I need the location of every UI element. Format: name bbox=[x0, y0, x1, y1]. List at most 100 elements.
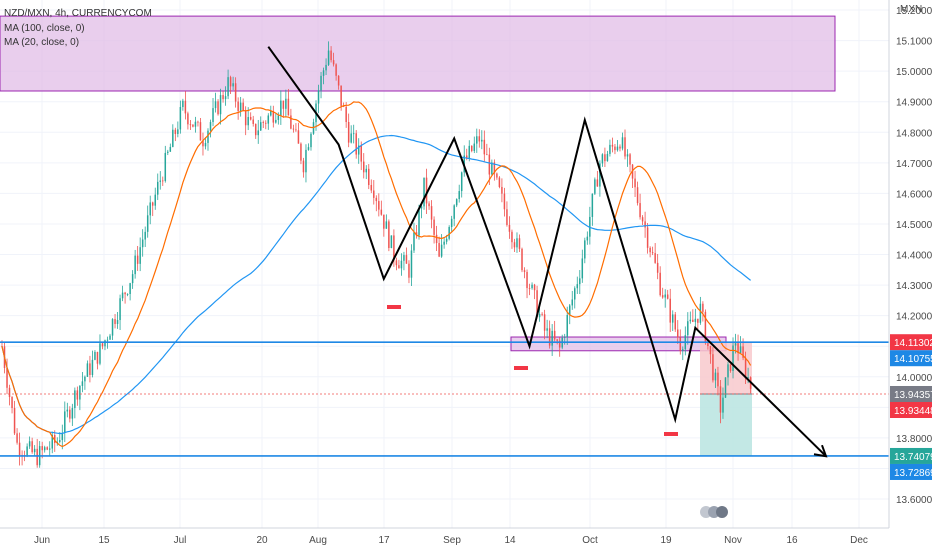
candle-body bbox=[242, 102, 244, 111]
time-tick-label: 20 bbox=[256, 535, 268, 546]
candle-body bbox=[373, 190, 375, 198]
candle-body bbox=[433, 219, 435, 235]
candle-body bbox=[6, 367, 8, 388]
arrow-head bbox=[813, 444, 828, 458]
candle-body bbox=[249, 117, 252, 120]
candle-body bbox=[164, 152, 167, 181]
candle-body bbox=[440, 244, 443, 257]
candle-body bbox=[219, 95, 222, 115]
candle-body bbox=[325, 64, 327, 71]
candle-body bbox=[121, 292, 124, 299]
candle-body bbox=[493, 162, 496, 174]
candle-body bbox=[699, 303, 702, 323]
candle-body bbox=[629, 154, 631, 165]
candle-body bbox=[621, 137, 624, 149]
candle-body bbox=[538, 313, 541, 318]
price-tick-label: 14.30000 bbox=[896, 281, 932, 292]
candle-body bbox=[574, 288, 576, 300]
candle-body bbox=[541, 313, 543, 315]
candle-body bbox=[498, 177, 501, 187]
candle-body bbox=[94, 351, 96, 360]
candle-body bbox=[84, 376, 86, 382]
candle-body bbox=[332, 60, 335, 65]
candle-body bbox=[96, 351, 99, 364]
candle-body bbox=[66, 409, 69, 412]
candle-body bbox=[156, 181, 159, 195]
candle-body bbox=[327, 50, 330, 65]
candle-body bbox=[616, 146, 619, 151]
candle-body bbox=[747, 377, 749, 379]
candle-body bbox=[267, 115, 270, 124]
ma100-legend[interactable]: MA (100, close, 0) bbox=[4, 23, 85, 34]
candle-body bbox=[405, 255, 408, 264]
candle-body bbox=[714, 372, 717, 381]
price-badge bbox=[890, 334, 932, 351]
candle-body bbox=[425, 177, 428, 204]
event-icons[interactable] bbox=[700, 506, 728, 518]
candle-body bbox=[488, 154, 491, 175]
candle-body bbox=[124, 292, 126, 295]
price-tick-label: 14.20000 bbox=[896, 312, 932, 323]
symbol-title: NZD/MXN, 4h, CURRENCYCOM bbox=[4, 8, 152, 19]
candle-body bbox=[355, 133, 357, 155]
candle-body bbox=[345, 106, 347, 123]
price-badge bbox=[890, 385, 932, 402]
price-tick-label: 14.00000 bbox=[896, 373, 932, 384]
candle-body bbox=[639, 203, 641, 218]
candle-body bbox=[76, 390, 79, 400]
candle-body bbox=[604, 154, 606, 162]
candle-body bbox=[481, 139, 483, 142]
candle-body bbox=[297, 130, 300, 144]
candle-body bbox=[664, 294, 666, 298]
candle-body bbox=[712, 354, 714, 381]
candle-body bbox=[169, 146, 172, 152]
candle-body bbox=[566, 314, 568, 338]
candle-body bbox=[717, 372, 719, 387]
price-tick-label: 14.90000 bbox=[896, 98, 932, 109]
candle-body bbox=[704, 311, 707, 344]
time-tick-label: 15 bbox=[98, 535, 110, 546]
candle-body bbox=[591, 193, 594, 217]
price-badges: 14.11302 14.10755 13.94357 13.93448 13.74079… bbox=[890, 334, 932, 480]
candle-body bbox=[473, 143, 476, 151]
candle-body bbox=[378, 201, 380, 210]
candle-body bbox=[202, 140, 204, 147]
candle-body bbox=[265, 122, 267, 124]
candle-body bbox=[8, 387, 11, 397]
candle-body bbox=[702, 303, 704, 312]
time-axis[interactable]: Jun 15 Jul 20 Aug 17 Sep 14 Oct 19 Nov 16 Dec bbox=[34, 535, 868, 546]
event-icon[interactable] bbox=[716, 506, 728, 518]
zones-layer bbox=[0, 15, 836, 456]
candle-body bbox=[277, 115, 280, 120]
candle-body bbox=[69, 409, 71, 419]
candle-body bbox=[596, 179, 599, 187]
candle-body bbox=[661, 295, 664, 298]
candle-body bbox=[385, 221, 388, 229]
candle-body bbox=[275, 119, 277, 123]
candle-body bbox=[149, 202, 151, 216]
candle-body bbox=[697, 318, 699, 323]
candle-body bbox=[423, 177, 425, 207]
candle-body bbox=[548, 328, 551, 346]
candle-body bbox=[486, 154, 488, 156]
candle-body bbox=[594, 179, 596, 194]
candle-body bbox=[413, 232, 415, 251]
ma20-legend[interactable]: MA (20, close, 0) bbox=[4, 37, 79, 48]
candle-body bbox=[244, 110, 247, 126]
candle-body bbox=[184, 100, 187, 114]
candle-body bbox=[18, 442, 21, 456]
candle-body bbox=[400, 260, 403, 269]
candle-body bbox=[644, 221, 646, 228]
candle-body bbox=[287, 98, 290, 116]
candle-body bbox=[48, 448, 51, 450]
candle-body bbox=[380, 209, 383, 215]
candle-body bbox=[744, 357, 747, 379]
candle-body bbox=[641, 217, 644, 222]
candle-body bbox=[154, 194, 156, 206]
candle-body bbox=[531, 284, 533, 289]
candle-body bbox=[521, 248, 523, 271]
candle-body bbox=[694, 318, 697, 322]
candle-body bbox=[146, 215, 149, 232]
